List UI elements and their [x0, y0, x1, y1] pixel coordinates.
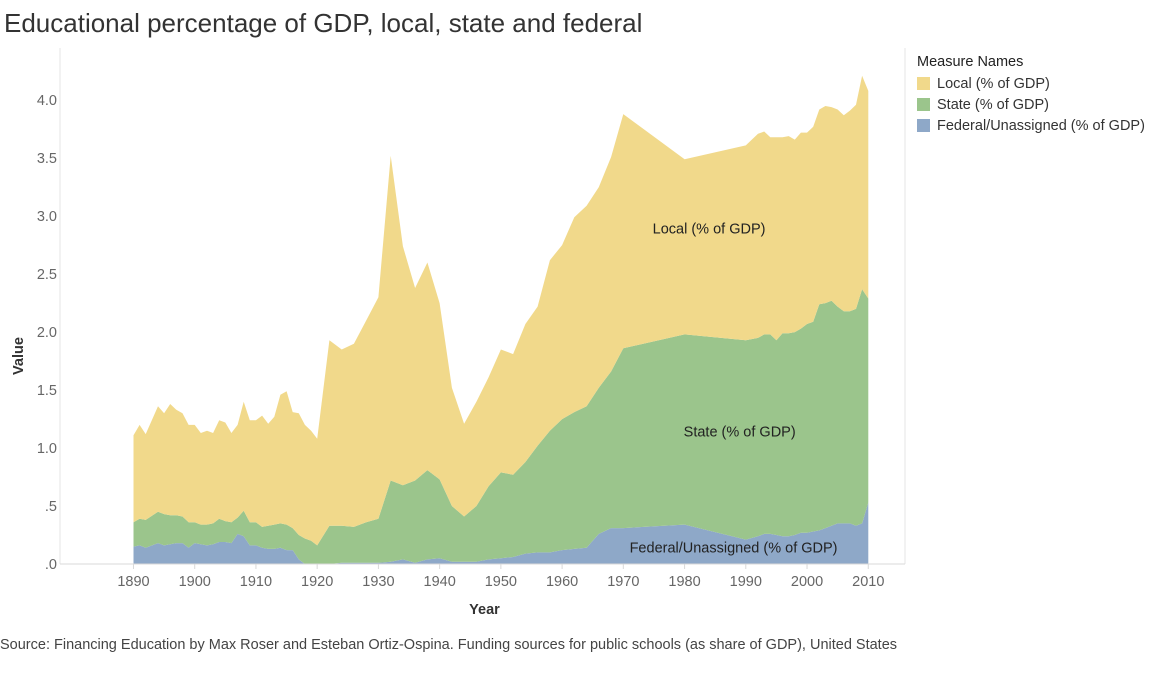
- y-axis: .0 .5 1.0 1.5 2.0 2.5 3.0 3.5 4.0 Value: [11, 93, 57, 573]
- area-annotation: Federal/Unassigned (% of GDP): [630, 540, 838, 556]
- x-tick-label: 1930: [362, 574, 394, 590]
- area-layers: [133, 75, 869, 565]
- legend-swatch-federal: [917, 119, 930, 132]
- y-tick-label: .0: [45, 557, 57, 573]
- area-state[interactable]: [133, 289, 869, 564]
- y-tick-label: 4.0: [37, 93, 57, 109]
- y-tick-label: 2.5: [37, 267, 57, 283]
- legend-item-state[interactable]: State (% of GDP): [917, 94, 1145, 115]
- x-tick-label: 1970: [607, 574, 639, 590]
- legend-label-local: Local (% of GDP): [937, 75, 1050, 92]
- x-tick-label: 1990: [730, 574, 762, 590]
- x-tick-label: 1900: [179, 574, 211, 590]
- x-tick-label: 2010: [852, 574, 884, 590]
- y-tick-label: 3.5: [37, 151, 57, 167]
- x-tick-label: 1940: [424, 574, 456, 590]
- area-local[interactable]: [133, 75, 869, 546]
- y-tick-label: 3.0: [37, 209, 57, 225]
- x-axis-label: Year: [469, 602, 500, 618]
- area-annotation: State (% of GDP): [684, 424, 796, 440]
- area-annotation: Local (% of GDP): [653, 222, 766, 238]
- y-tick-label: 2.0: [37, 325, 57, 341]
- legend-item-federal[interactable]: Federal/Unassigned (% of GDP): [917, 115, 1145, 136]
- y-tick-label: .5: [45, 499, 57, 515]
- legend-label-state: State (% of GDP): [937, 96, 1050, 113]
- legend-swatch-state: [917, 98, 930, 111]
- y-tick-label: 1.5: [37, 383, 57, 399]
- y-tick-label: 1.0: [37, 441, 57, 457]
- legend-swatch-local: [917, 77, 930, 90]
- legend-title: Measure Names: [917, 54, 1024, 70]
- x-tick-label: 1980: [668, 574, 700, 590]
- legend: Measure Names Local (% of GDP) State (% …: [917, 54, 1145, 136]
- source-note: Source: Financing Education by Max Roser…: [0, 637, 898, 653]
- area-annotations: Local (% of GDP) State (% of GDP) Federal/…: [630, 222, 838, 557]
- chart-title: Educational percentage of GDP, local, st…: [4, 8, 643, 38]
- area-federal[interactable]: [133, 502, 869, 565]
- x-tick-label: 1890: [117, 574, 149, 590]
- legend-item-local[interactable]: Local (% of GDP): [917, 73, 1145, 94]
- legend-label-federal: Federal/Unassigned (% of GDP): [937, 117, 1145, 134]
- x-axis: 1890 1900 1910 1920 1930 1940 1950 1960 1970 1980…: [60, 563, 905, 618]
- x-tick-label: 1950: [485, 574, 517, 590]
- x-tick-label: 1910: [240, 574, 272, 590]
- y-axis-label: Value: [11, 337, 27, 375]
- x-tick-label: 2000: [791, 574, 823, 590]
- x-tick-label: 1960: [546, 574, 578, 590]
- x-tick-label: 1920: [301, 574, 333, 590]
